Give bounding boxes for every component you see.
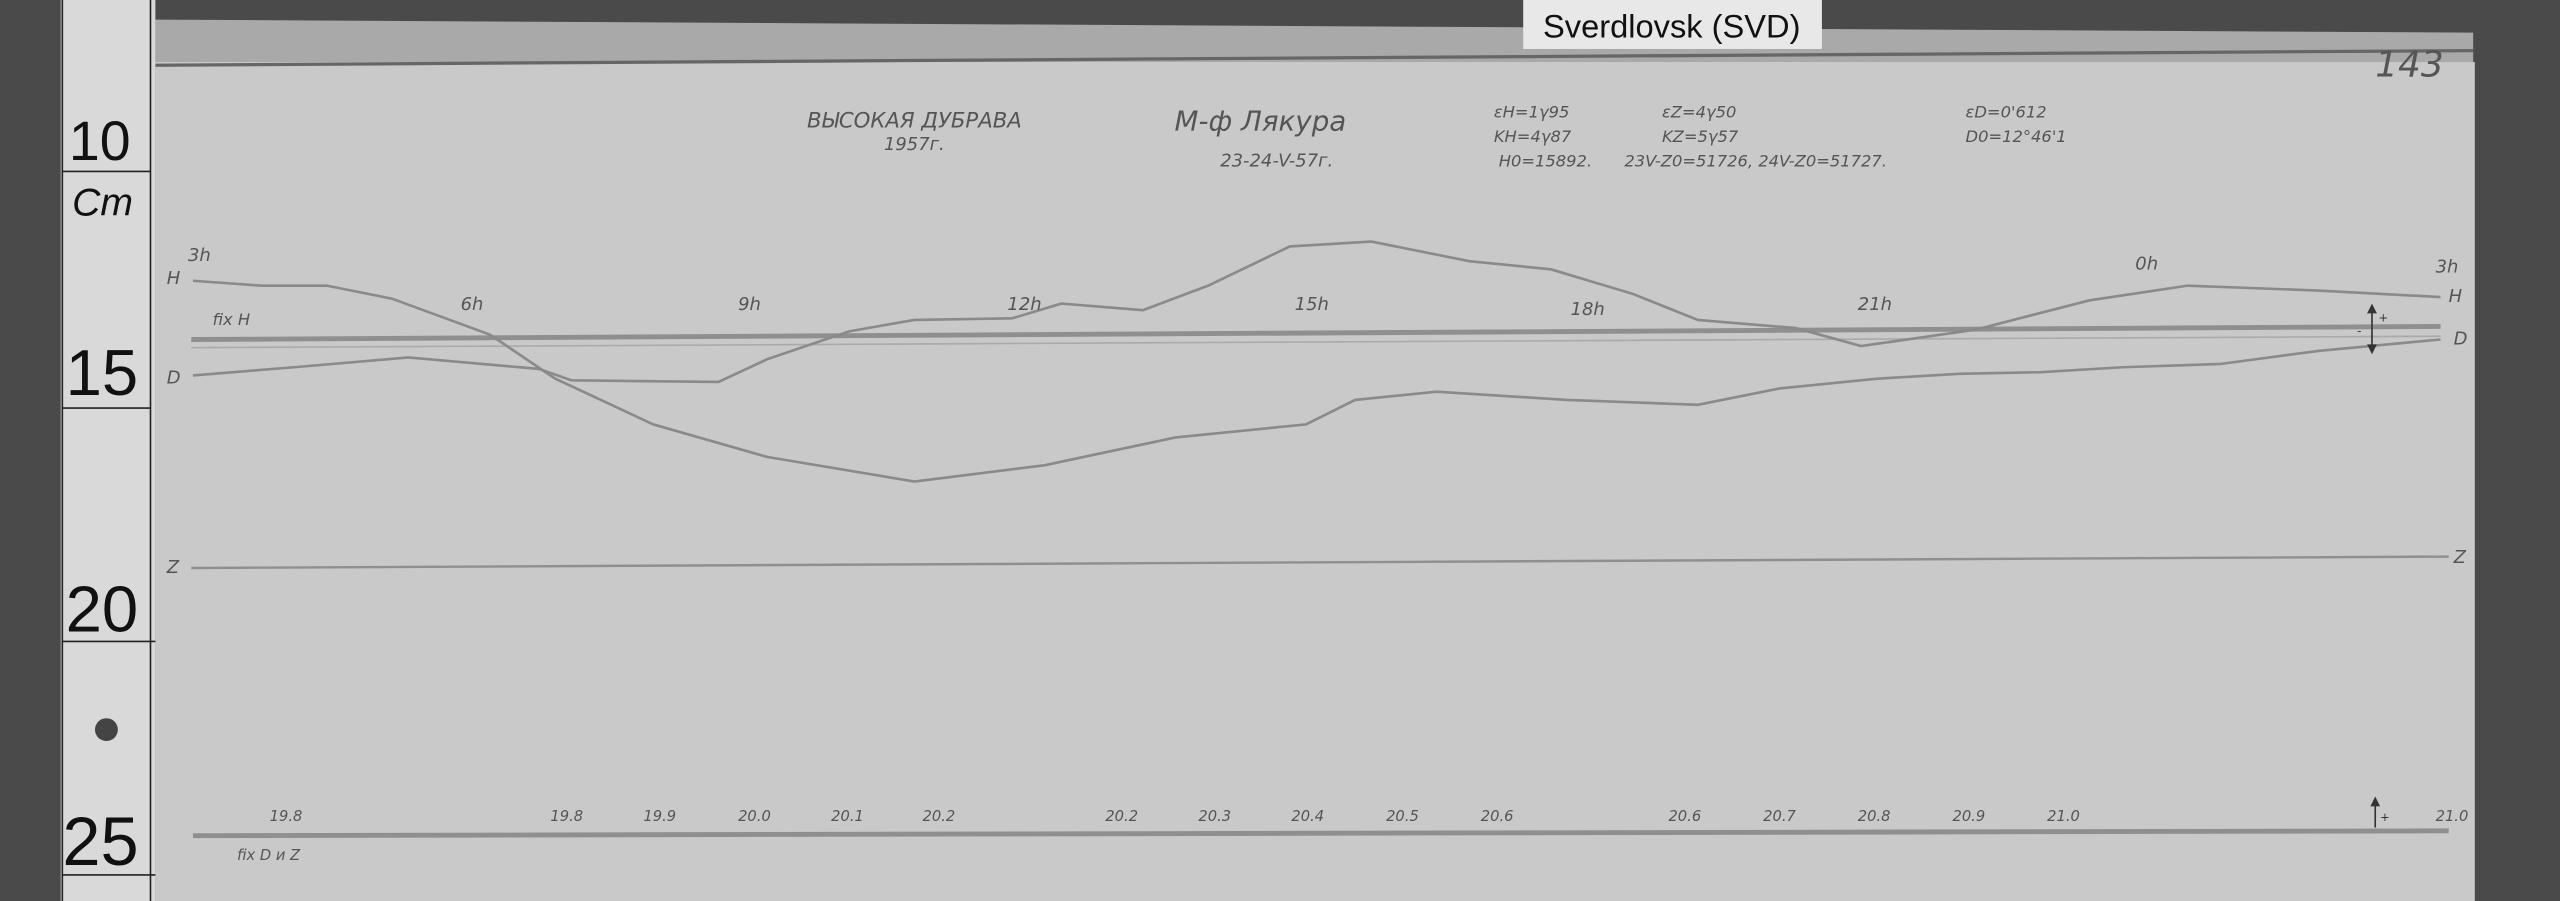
temperature-label: 20.2 [923, 808, 956, 825]
label-d-right: D [2454, 328, 2468, 349]
ruler-unit-cm: Cm [72, 181, 133, 224]
label-h-left: H [167, 268, 181, 289]
record-year: 1957г. [884, 134, 945, 155]
temperature-label: 20.4 [1291, 808, 1324, 825]
paper-edge-line [155, 48, 2474, 67]
temperature-label: 20.5 [1386, 808, 1419, 825]
ruler-label-10: 10 [69, 110, 131, 172]
temperature-label: 20.3 [1198, 808, 1231, 825]
ruler-label-15: 15 [66, 336, 139, 409]
temperature-label: 20.7 [1763, 808, 1796, 825]
ruler-label-20: 20 [66, 573, 139, 646]
magnetogram-paper [155, 62, 2475, 901]
station-name: ВЫСОКАЯ ДУБРАВА [807, 108, 1022, 133]
instrument-name: М-ф Лякура [1175, 105, 1347, 138]
h-trace [192, 279, 2441, 483]
temperature-label: 20.0 [738, 808, 771, 825]
scale-constants: εH=1γ95 KH=4γ87 H0=15892. εZ=4γ50 KZ=5γ5… [1494, 103, 2067, 171]
temperature-label: 20.9 [1952, 808, 1985, 825]
direction-arrow-right: + - [2357, 303, 2389, 355]
label-h-right: H [2449, 286, 2462, 307]
hour-label: 12h [1007, 294, 1041, 315]
d-trace [192, 240, 2441, 384]
station-tag [1523, 0, 1822, 49]
temperature-label: 19.9 [643, 808, 676, 825]
temperature-label: 20.1 [831, 808, 864, 825]
temperature-label: 20.6 [1481, 808, 1514, 825]
const-k-h: KH=4γ87 [1494, 127, 1572, 146]
fix-dz-baseline [192, 828, 2449, 839]
const-eps-h: εH=1γ95 [1494, 103, 1570, 122]
temperature-label: 19.8 [550, 808, 583, 825]
hour-label: 0h [2135, 253, 2158, 274]
svg-text:-: - [2357, 324, 2361, 338]
temperature-label: 19.8 [270, 808, 303, 825]
punch-hole [94, 718, 118, 742]
const-eps-z: εZ=4γ50 [1662, 103, 1736, 122]
ruler-strip: 10 Cm 15 20 25 [60, 0, 156, 901]
hour-label: 9h [738, 294, 761, 315]
label-d-left: D [167, 368, 181, 389]
const-d0: D0=12°46'1 [1966, 127, 2067, 146]
temperature-label: 20.6 [1668, 808, 1701, 825]
hour-marks: 3h 6h 9h 12h 15h 18h 21h 0h 3h [188, 245, 2458, 320]
temperature-label: 21.0 [2436, 808, 2469, 825]
svg-text:+: + [2379, 311, 2389, 325]
fix-h-label: fix H [213, 310, 251, 329]
svg-text:+: + [2380, 810, 2390, 824]
hour-label: 15h [1295, 294, 1329, 315]
hour-label: 18h [1571, 299, 1605, 320]
hour-label: 3h [188, 245, 211, 266]
ruler-label-25: 25 [62, 803, 138, 880]
const-k-z: KZ=5γ57 [1662, 127, 1739, 146]
fix-h-baseline-secondary [191, 335, 2441, 349]
hour-label: 3h [2436, 257, 2459, 278]
hour-label: 21h [1858, 294, 1892, 315]
label-z-left: Z [166, 557, 180, 578]
fix-h-baseline [191, 324, 2441, 342]
record-dates: 23-24-V-57г. [1220, 150, 1333, 171]
temperature-label: 21.0 [2047, 808, 2080, 825]
const-eps-d: εD=0'612 [1966, 103, 2047, 122]
const-z0: 23V-Z0=51726, 24V-Z0=51727. [1624, 151, 1887, 170]
temperature-label: 20.8 [1858, 808, 1891, 825]
page-number: 143 [2375, 45, 2444, 86]
direction-arrow-bottom: + [2370, 796, 2390, 828]
hour-label: 6h [461, 294, 484, 315]
const-h0: H0=15892. [1499, 151, 1592, 170]
temperature-marks: 19.8 19.8 19.9 20.0 20.1 20.2 20.2 20.3 20.4 20.5… [270, 808, 2469, 825]
fix-dz-label: fix D и Z [237, 847, 301, 864]
z-trace [191, 555, 2449, 570]
label-z-right: Z [2453, 547, 2467, 568]
station-tag-text: Sverdlovsk (SVD) [1543, 8, 1800, 45]
temperature-label: 20.2 [1105, 808, 1138, 825]
